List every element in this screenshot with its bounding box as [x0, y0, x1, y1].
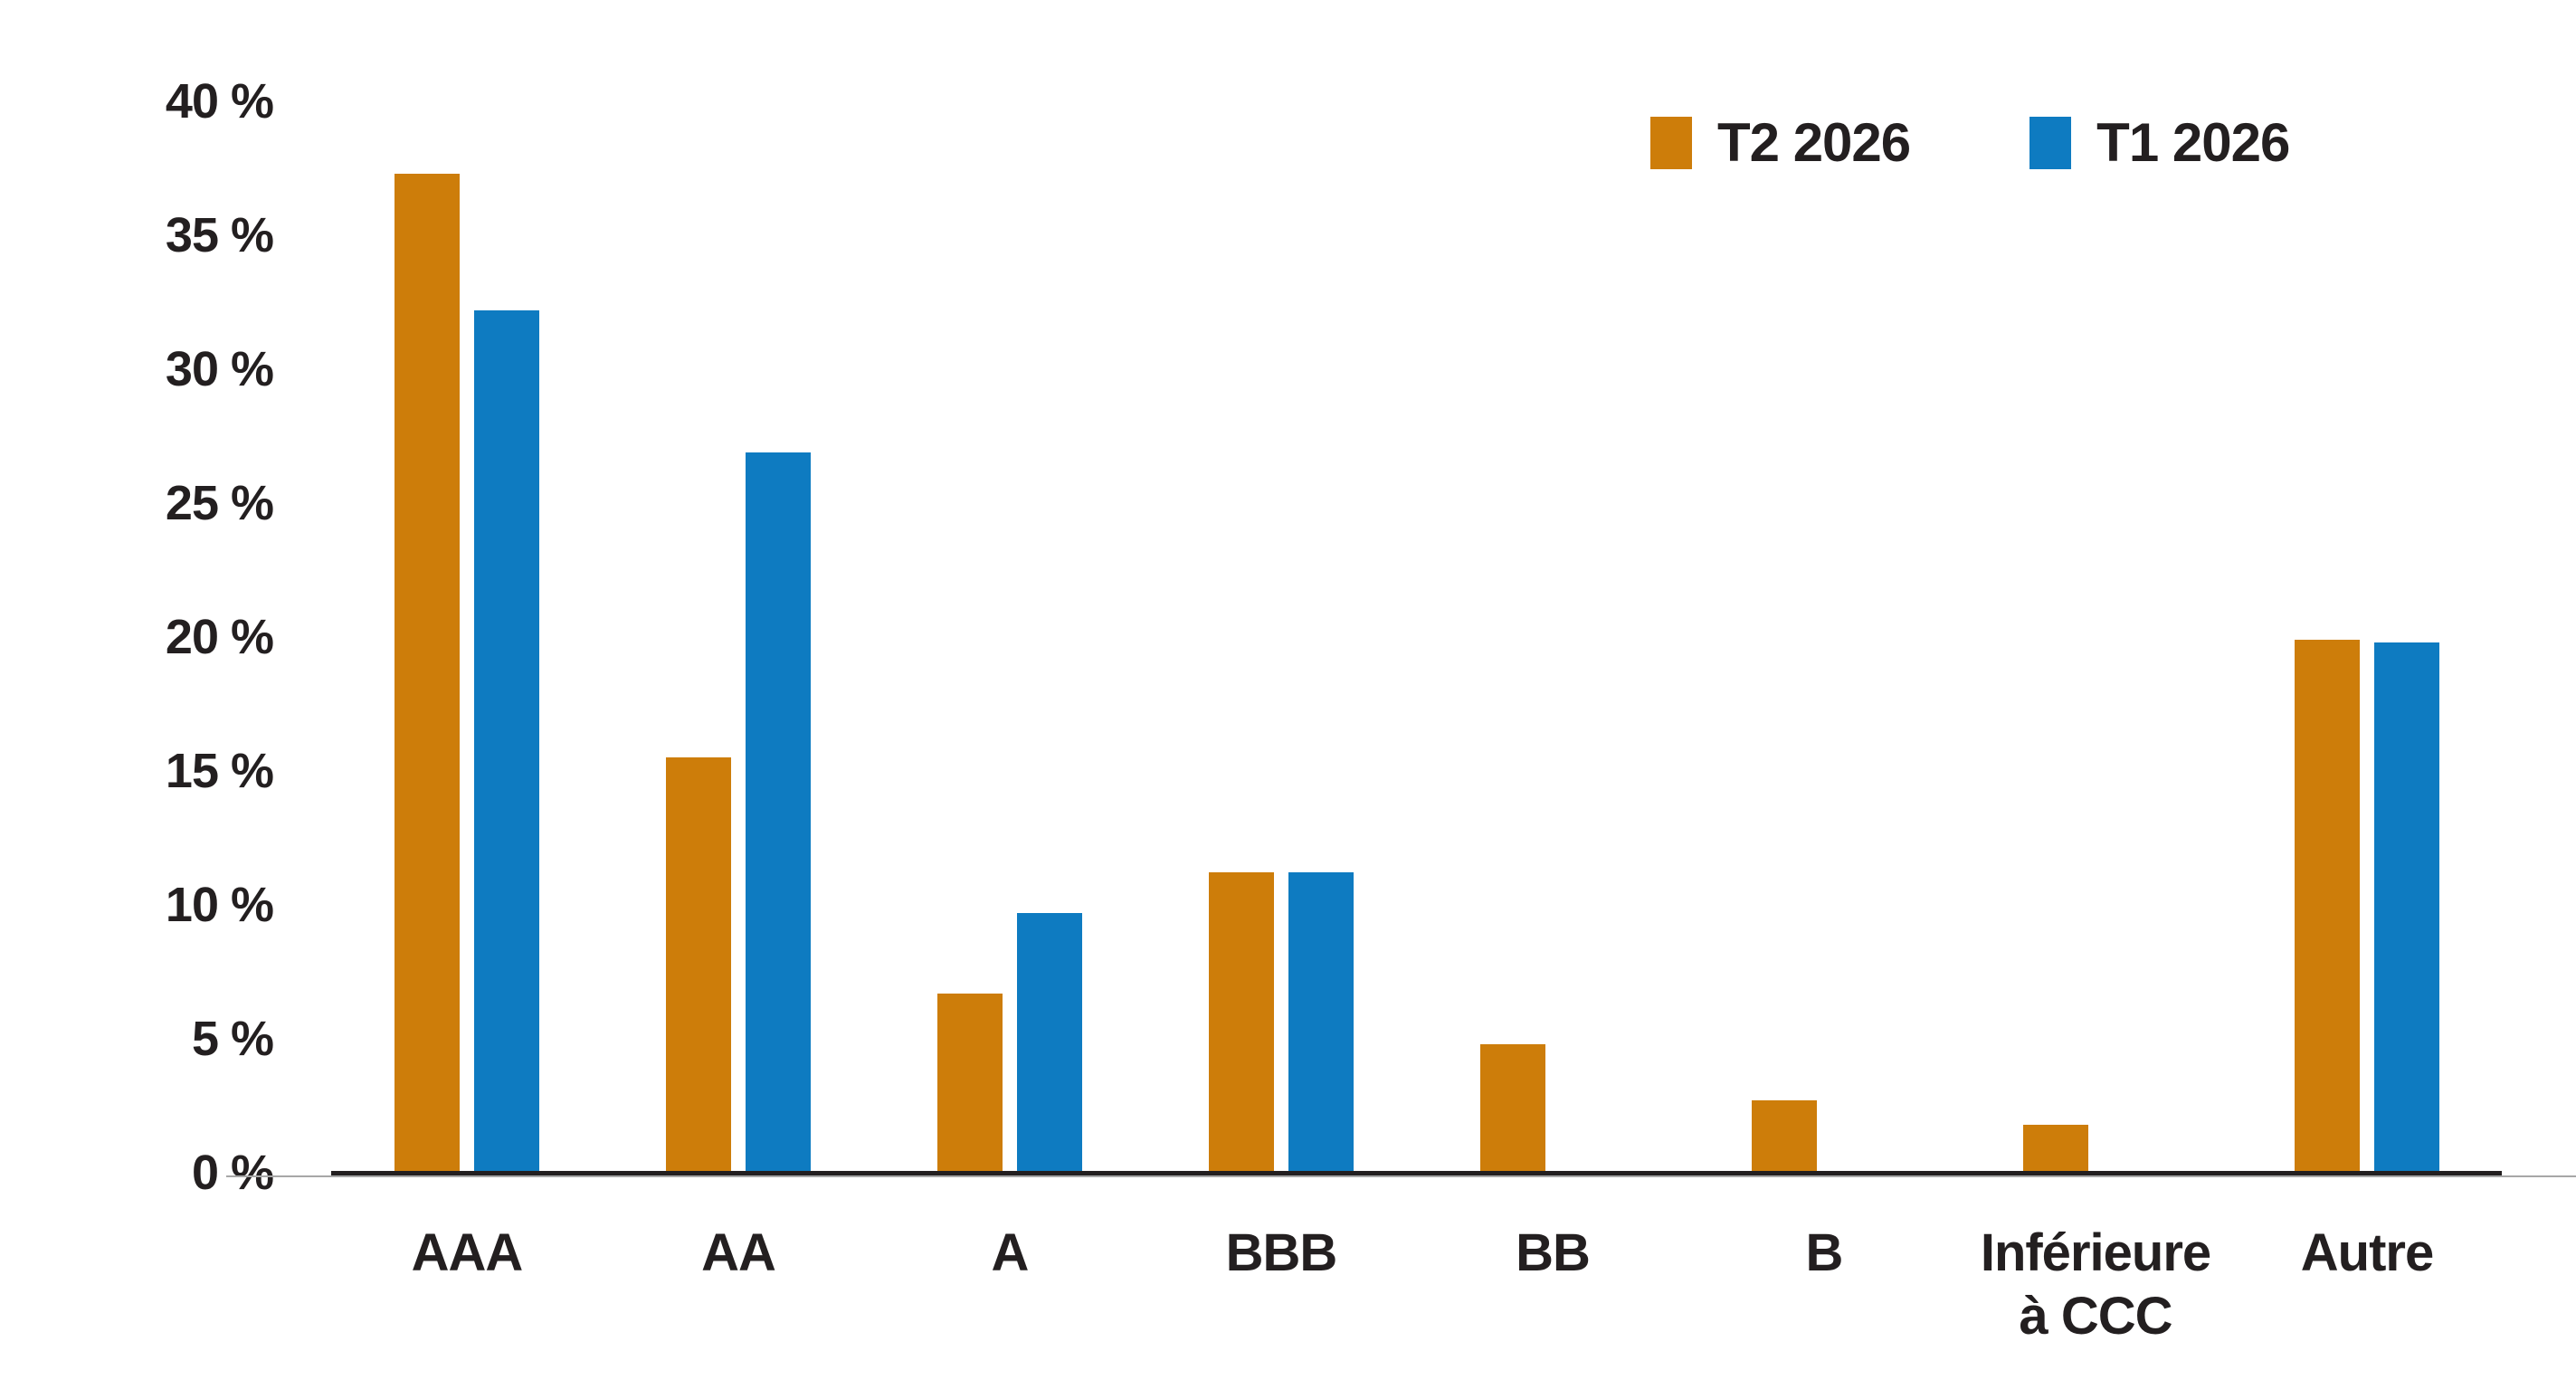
y-tick-label-15: 15 %	[165, 744, 274, 798]
bar-bbb-t2-2026	[1209, 872, 1274, 1173]
bar-a-t1-2026	[1017, 913, 1082, 1173]
x-label-aa: AA	[701, 1223, 776, 1282]
legend-label-t2-2026: T2 2026	[1717, 112, 1911, 173]
bar-a-t2-2026	[937, 994, 1003, 1173]
x-label-bb: BB	[1516, 1223, 1591, 1282]
bar-bbb-t1-2026	[1288, 872, 1354, 1173]
legend-item-t1-2026: T1 2026	[2029, 112, 2290, 173]
x-label-inf-rieure-ccc: Inférieure à CCC	[1980, 1223, 2211, 1346]
y-tick-label-25: 25 %	[165, 476, 274, 530]
bar-b-t2-2026	[1752, 1100, 1817, 1173]
bar-aa-t2-2026	[666, 757, 731, 1173]
y-tick-label-35: 35 %	[165, 208, 274, 262]
bar-aa-t1-2026	[746, 452, 811, 1173]
x-label-b: B	[1805, 1223, 1844, 1282]
y-tick-label-30: 30 %	[165, 342, 274, 396]
legend-label-t1-2026: T1 2026	[2096, 112, 2290, 173]
bar-aaa-t2-2026	[394, 174, 460, 1173]
y-tick-label-20: 20 %	[165, 610, 274, 664]
bar-autre-t1-2026	[2374, 642, 2439, 1173]
y-tick-label-40: 40 %	[165, 74, 274, 128]
y-tick-label-5: 5 %	[191, 1012, 274, 1066]
bar-autre-t2-2026	[2295, 640, 2360, 1173]
bar-inf-rieure-ccc-t2-2026	[2023, 1125, 2088, 1173]
legend-item-t2-2026: T2 2026	[1650, 112, 1911, 173]
x-label-bbb: BBB	[1225, 1223, 1338, 1282]
legend: T2 2026 T1 2026	[1650, 112, 2290, 173]
x-axis-underline	[226, 1175, 2576, 1177]
x-label-aaa: AAA	[411, 1223, 524, 1282]
legend-swatch-t2-2026	[1650, 117, 1692, 169]
legend-swatch-t1-2026	[2029, 117, 2072, 169]
y-tick-label-10: 10 %	[165, 878, 274, 932]
x-label-a: A	[991, 1223, 1030, 1282]
y-tick-label-0: 0 %	[191, 1146, 274, 1200]
x-axis-line	[331, 1171, 2502, 1175]
bar-aaa-t1-2026	[474, 310, 539, 1173]
bar-bb-t2-2026	[1480, 1044, 1545, 1173]
x-label-autre: Autre	[2300, 1223, 2434, 1282]
